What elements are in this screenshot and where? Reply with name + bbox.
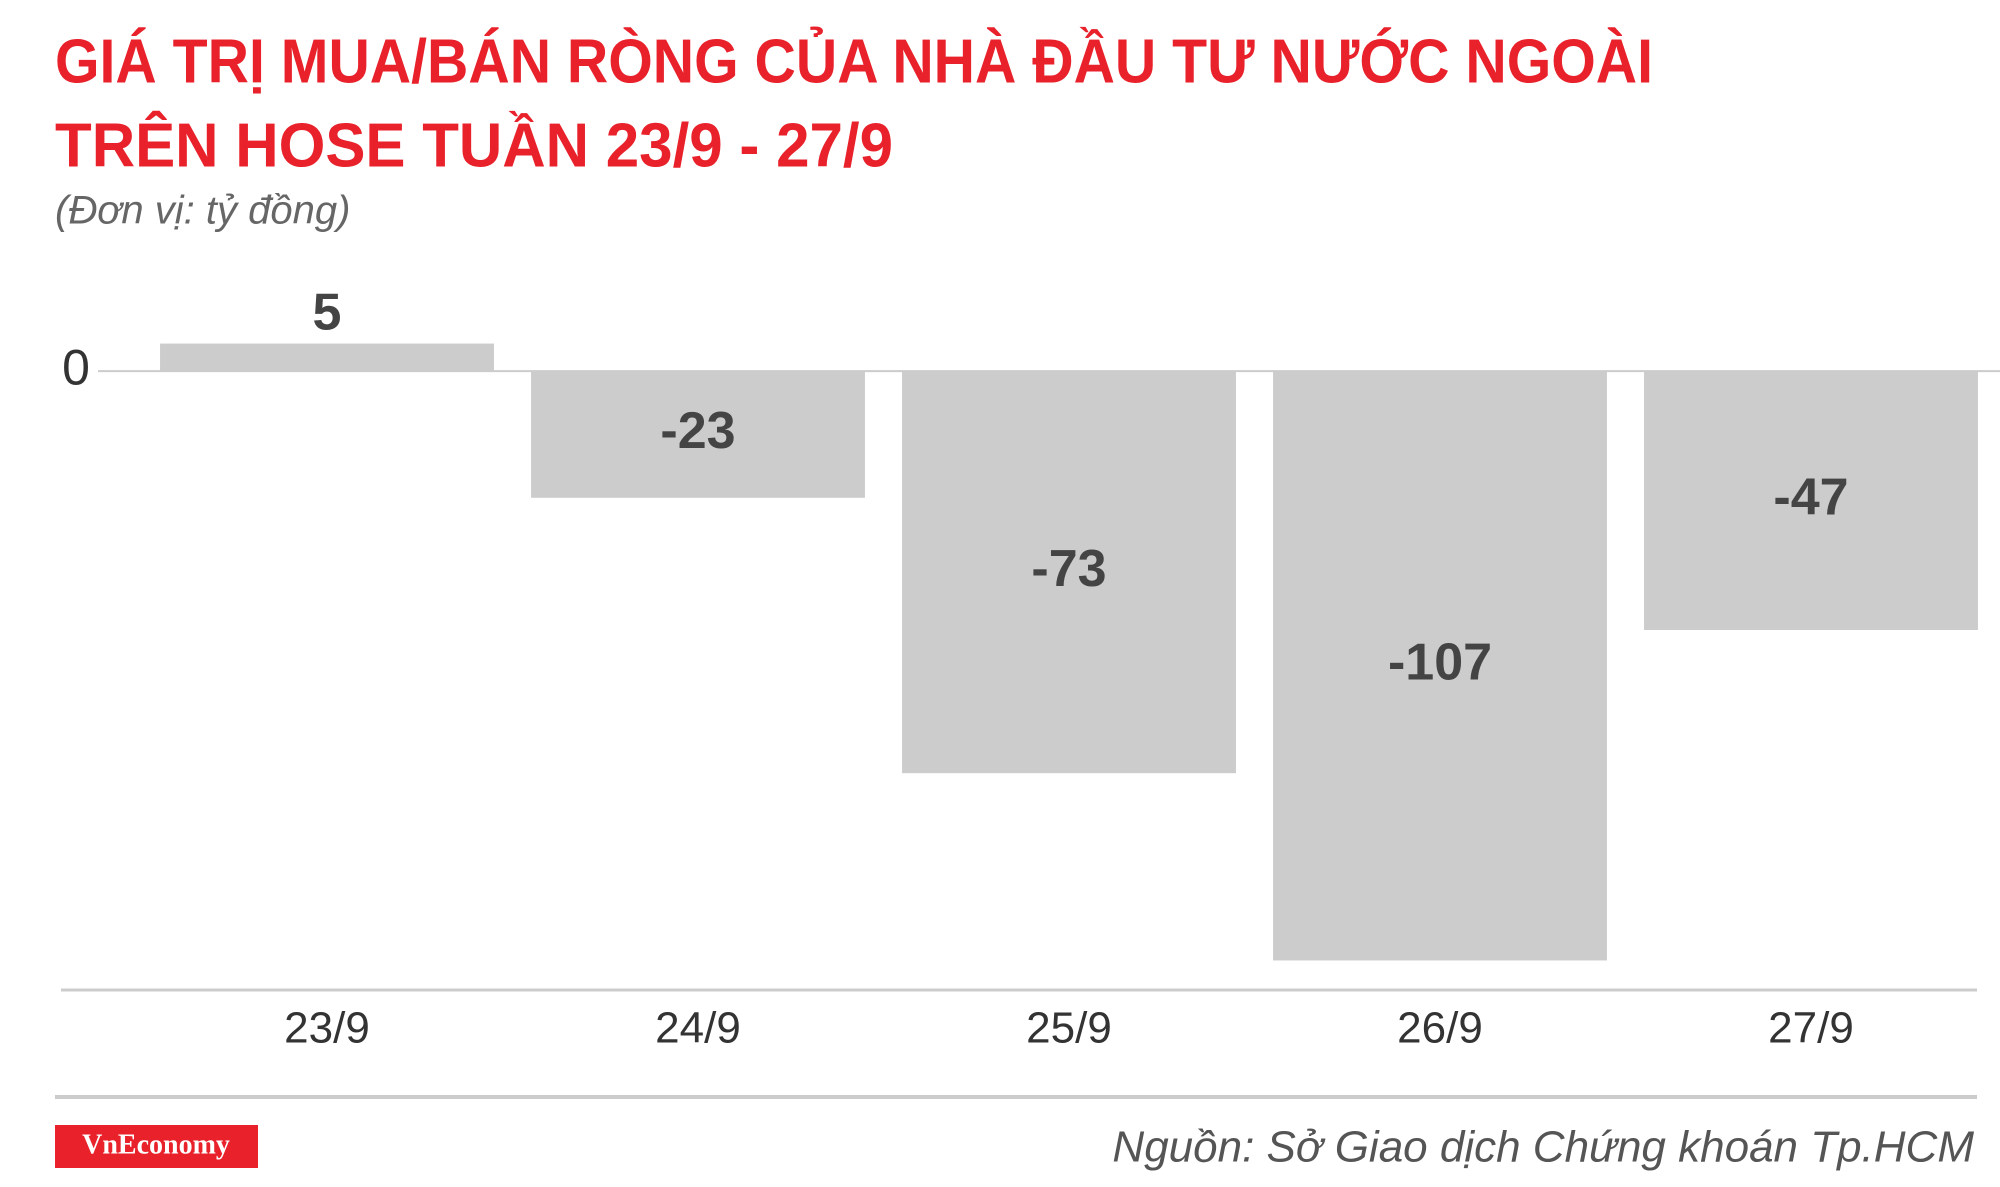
x-tick-label: 26/9 [1397,1004,1483,1053]
brand-box [55,1125,258,1168]
value-label: -73 [1031,540,1106,598]
x-tick-label: 25/9 [1026,1004,1112,1053]
value-label: 5 [313,283,342,341]
bar [902,371,1236,774]
bar [1644,371,1978,630]
y-tick-label: 0 [62,339,90,395]
value-label: -47 [1773,468,1848,526]
x-tick-label: 27/9 [1768,1004,1854,1053]
value-label: -107 [1388,634,1492,692]
chart-title: TRÊN HOSE TUẦN 23/9 - 27/9 [55,111,893,180]
x-tick-label: 23/9 [284,1004,370,1053]
brand-logo: VnEconomy [82,1129,230,1160]
source-note: Nguồn: Sở Giao dịch Chứng khoán Tp.HCM [1112,1123,1974,1172]
chart-subtitle: (Đơn vị: tỷ đồng) [55,189,350,233]
bar [1273,371,1607,961]
chart-title: GIÁ TRỊ MUA/BÁN RÒNG CỦA NHÀ ĐẦU TƯ NƯỚC… [55,27,1653,96]
bar [160,343,494,372]
bar [531,371,865,498]
value-label: -23 [660,402,735,460]
x-tick-label: 24/9 [655,1004,741,1053]
